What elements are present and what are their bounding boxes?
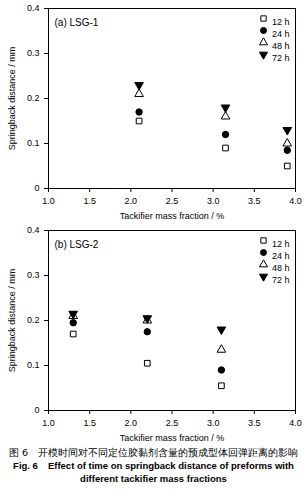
svg-text:4.0: 4.0 (289, 418, 302, 428)
svg-text:48 h: 48 h (272, 41, 290, 51)
svg-text:Springback distance / mm: Springback distance / mm (7, 269, 17, 373)
svg-text:Tackifier mass fraction / %: Tackifier mass fraction / % (120, 211, 225, 221)
svg-text:0.2: 0.2 (27, 93, 40, 103)
svg-text:0.3: 0.3 (27, 48, 40, 58)
svg-text:2.5: 2.5 (166, 196, 179, 206)
svg-text:2.0: 2.0 (125, 196, 138, 206)
svg-text:3.0: 3.0 (207, 196, 220, 206)
svg-text:1.5: 1.5 (83, 196, 96, 206)
html-text:图 6 开模时间对不同定位胶黏剂含量的预成型体回弹距离的影响: 图 6 开模时间对不同定位胶黏剂含量的预成型体回弹距离的影响 (9, 447, 298, 458)
svg-text:12 h: 12 h (272, 17, 290, 27)
html-text:Fig. 6 Effect of time on sprin: Fig. 6 Effect of time on springback dist… (13, 460, 294, 484)
svg-text:1.0: 1.0 (42, 418, 55, 428)
svg-text:1.0: 1.0 (42, 196, 55, 206)
svg-text:1.5: 1.5 (83, 418, 96, 428)
svg-text:24 h: 24 h (272, 251, 290, 261)
svg-text:Tackifier mass fraction / %: Tackifier mass fraction / % (120, 433, 225, 443)
svg-text:2.5: 2.5 (166, 418, 179, 428)
svg-text:3.0: 3.0 (207, 418, 220, 428)
svg-text:0.4: 0.4 (27, 3, 40, 13)
svg-text:2.0: 2.0 (125, 418, 138, 428)
svg-text:0.1: 0.1 (27, 138, 40, 148)
svg-text:0.2: 0.2 (27, 315, 40, 325)
svg-text:3.5: 3.5 (248, 418, 261, 428)
svg-text:0: 0 (34, 183, 39, 193)
svg-text:72 h: 72 h (272, 275, 290, 285)
svg-text:(a) LSG-1: (a) LSG-1 (55, 17, 99, 28)
svg-text:24 h: 24 h (272, 29, 290, 39)
svg-text:(b) LSG-2: (b) LSG-2 (55, 239, 99, 250)
svg-text:0.4: 0.4 (27, 225, 40, 235)
svg-text:4.0: 4.0 (289, 196, 302, 206)
svg-text:0.1: 0.1 (27, 360, 40, 370)
svg-text:48 h: 48 h (272, 263, 290, 273)
svg-text:0: 0 (34, 405, 39, 415)
svg-text:3.5: 3.5 (248, 196, 261, 206)
svg-text:12 h: 12 h (272, 239, 290, 249)
svg-text:72 h: 72 h (272, 53, 290, 63)
svg-text:0.3: 0.3 (27, 270, 40, 280)
svg-text:Springback distance / mm: Springback distance / mm (7, 47, 17, 151)
